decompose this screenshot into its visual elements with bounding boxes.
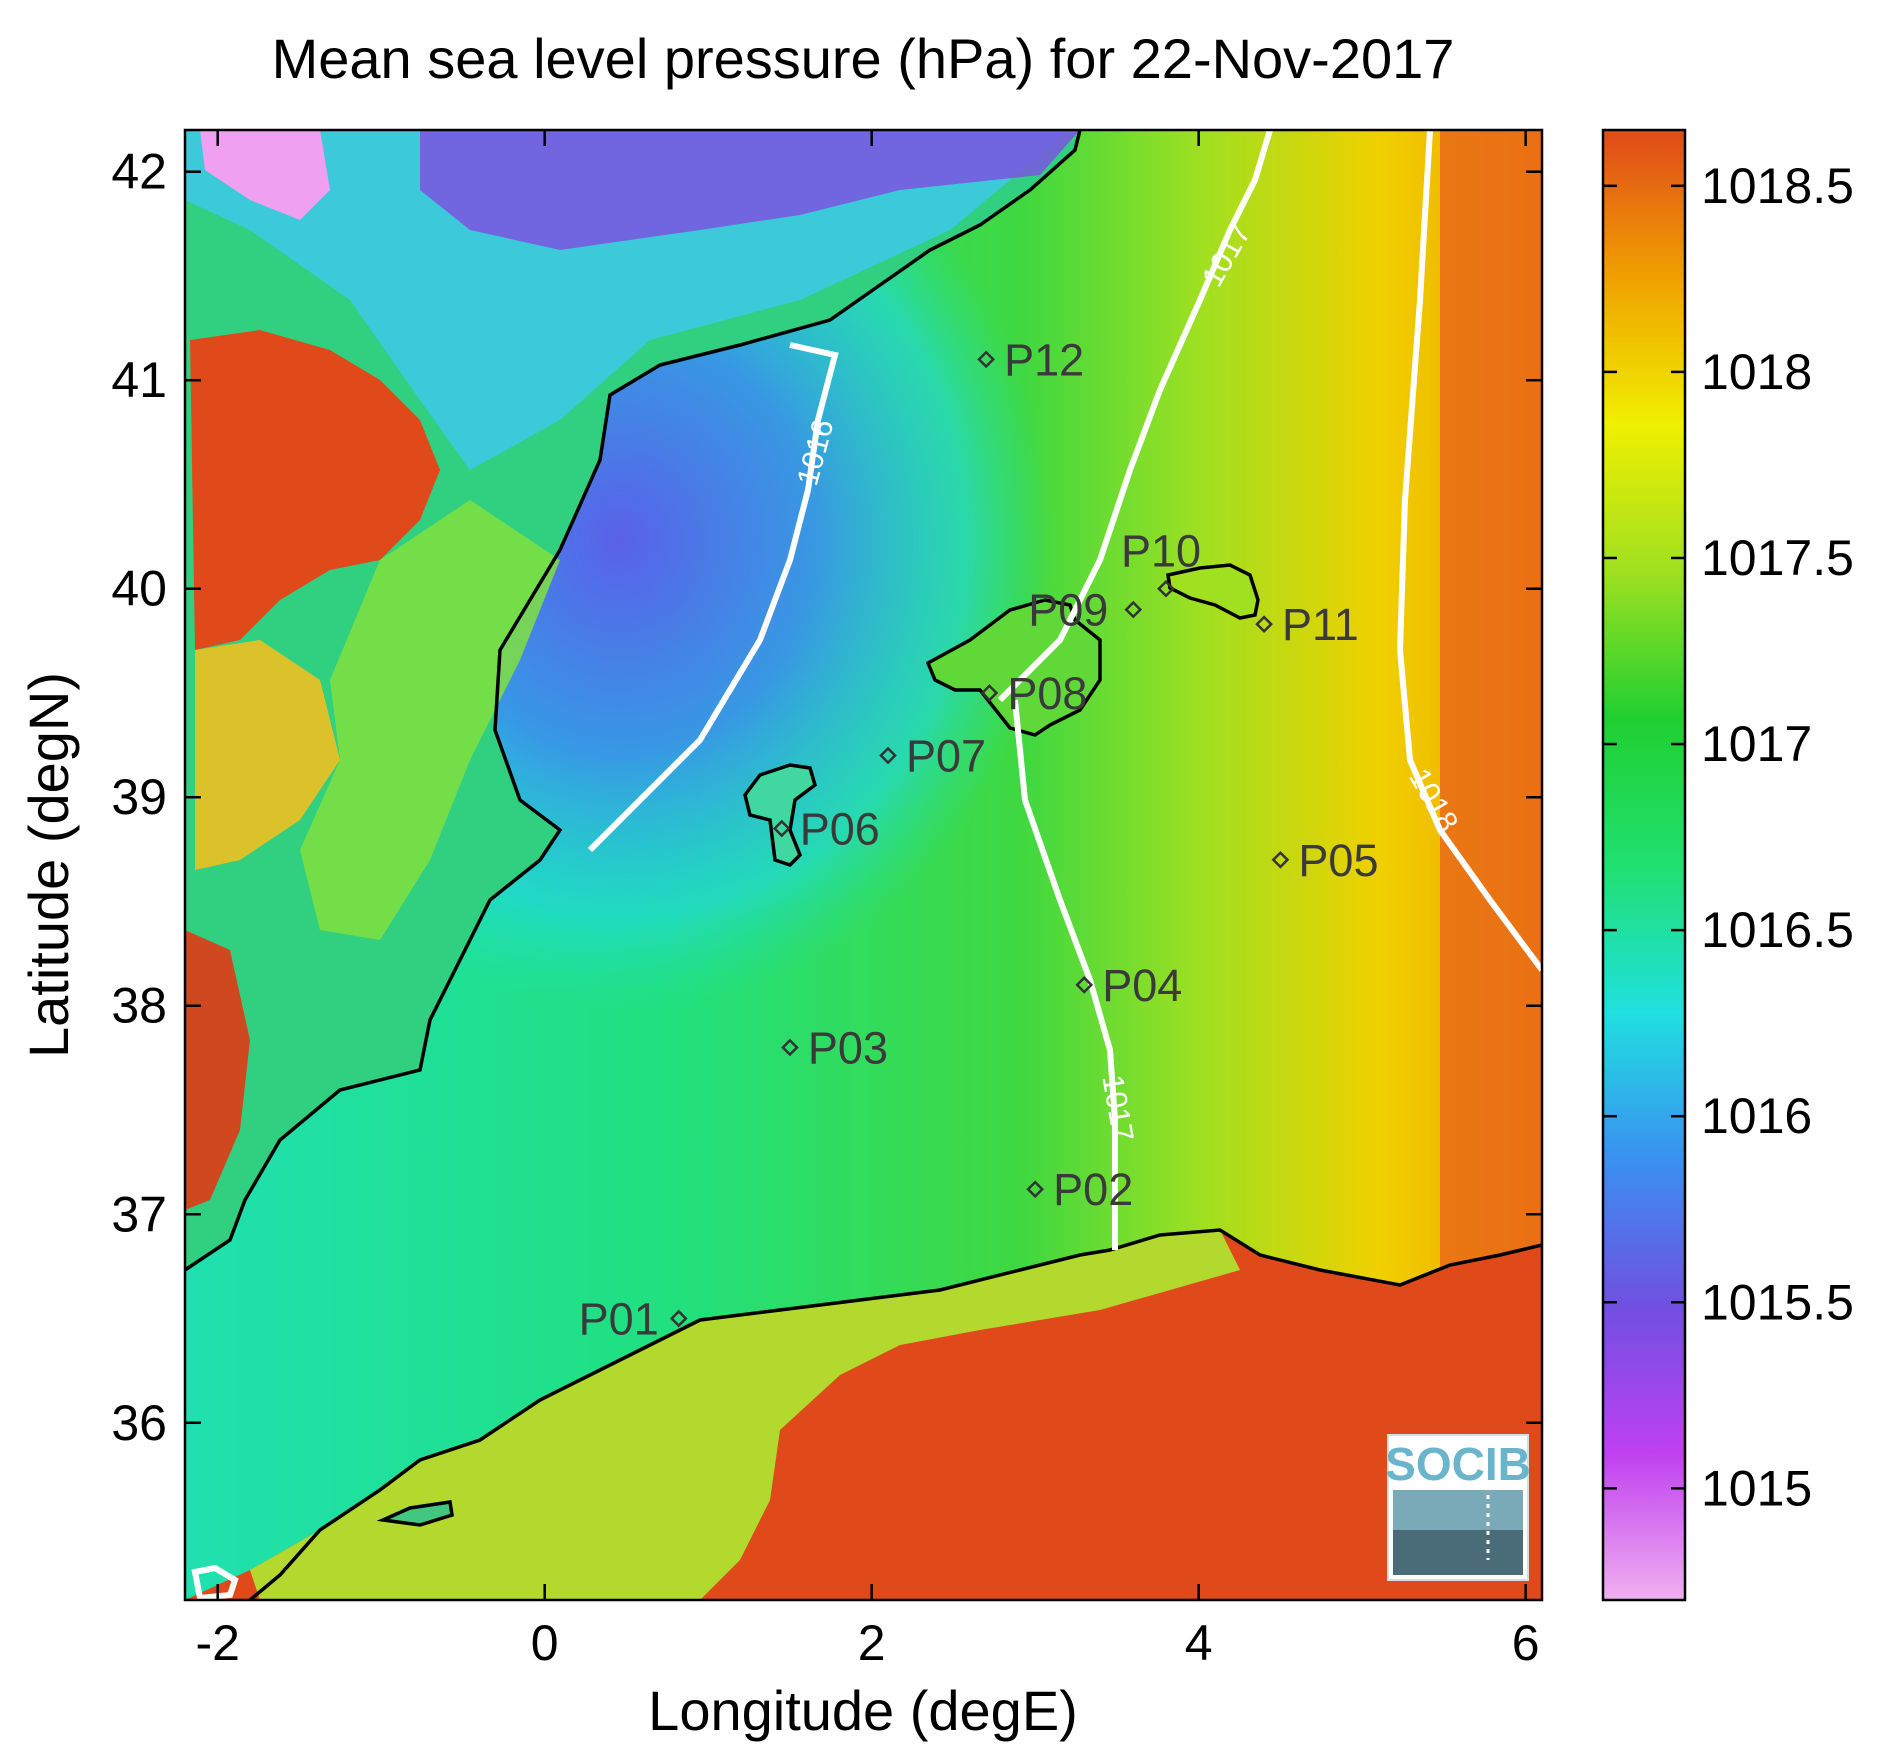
station-diamond-icon: [772, 819, 791, 838]
colorbar-tick-label: 1016.5: [1701, 902, 1854, 958]
y-tick-label: 41: [111, 352, 167, 408]
land-north-africa-coast: [250, 1230, 1240, 1600]
x-axis-label: Longitude (degE): [648, 1679, 1078, 1742]
station-p05[interactable]: P05: [1271, 835, 1378, 886]
land-iberia-north: [185, 130, 1070, 470]
station-diamond-icon: [1026, 1180, 1045, 1199]
island-ibiza: [745, 765, 815, 865]
y-tick-label: 37: [111, 1186, 167, 1242]
station-label: P08: [1007, 668, 1087, 719]
x-tick-label: 6: [1512, 1615, 1540, 1671]
colorbar-tick-label: 1017.5: [1701, 530, 1854, 586]
colorbar-tick-label: 1016: [1701, 1088, 1812, 1144]
island-mallorca: [928, 600, 1100, 735]
station-label: P07: [906, 731, 986, 782]
land-iberia-pyrenees: [420, 130, 1080, 250]
x-tick-label: 2: [858, 1615, 886, 1671]
station-diamond-icon: [980, 684, 999, 702]
station-p06[interactable]: P06: [772, 804, 880, 855]
island-menorca: [1168, 565, 1258, 618]
x-tick-label: 4: [1185, 1615, 1213, 1671]
station-diamond-icon: [1157, 579, 1175, 598]
station-diamond-icon: [781, 1038, 799, 1057]
high-pressure-east: [1440, 130, 1542, 1280]
station-label: P03: [808, 1022, 888, 1073]
land-iberia-south: [185, 930, 250, 1210]
station-p02[interactable]: P02: [1026, 1164, 1133, 1215]
station-label: P09: [1028, 585, 1108, 636]
station-diamond-icon: [977, 350, 995, 369]
contour-1017-north: [997, 130, 1273, 703]
land-iberia-highlands: [190, 330, 440, 650]
y-tick-label: 42: [111, 144, 167, 200]
colorbar-ticks: 1015 1015.5 1016 1016.5 1017 1017.5 1018 1018.5: [1603, 158, 1854, 1516]
coastlines: [185, 130, 1542, 1600]
station-p09[interactable]: P09: [1028, 585, 1143, 636]
station-p12[interactable]: P12: [977, 334, 1084, 385]
x-axis-ticks: -2 0 2 4 6: [195, 130, 1540, 1671]
station-p03[interactable]: P03: [781, 1022, 888, 1073]
station-label: P06: [800, 804, 880, 855]
colorbar-tick-label: 1015.5: [1701, 1274, 1854, 1330]
y-tick-label: 38: [111, 978, 167, 1034]
station-p11[interactable]: P11: [1255, 599, 1359, 650]
colorbar-tick-label: 1018.5: [1701, 158, 1854, 214]
plot-frame: [183, 128, 1544, 1602]
colorbar-tick-label: 1018: [1701, 344, 1812, 400]
station-diamond-icon: [1075, 976, 1094, 994]
station-label: P05: [1298, 835, 1378, 886]
chart-title: Mean sea level pressure (hPa) for 22-Nov…: [272, 27, 1455, 90]
x-tick-label: 0: [531, 1615, 559, 1671]
station-markers: P01 P02 P03 P04 P05 P06 P07 P08 P09 P10 P11 P12: [579, 334, 1379, 1344]
station-diamond-icon: [1124, 600, 1143, 619]
station-label: P04: [1102, 960, 1182, 1011]
contour-1016: [587, 342, 839, 853]
y-tick-label: 40: [111, 561, 167, 617]
station-label: P12: [1004, 334, 1084, 385]
station-label: P11: [1282, 599, 1359, 650]
colorbar-tick-label: 1017: [1701, 716, 1812, 772]
contour-small: [191, 1564, 239, 1600]
station-diamond-icon: [1255, 615, 1273, 634]
logo-text: SOCIB: [1385, 1438, 1531, 1490]
station-p01[interactable]: P01: [579, 1294, 688, 1345]
y-tick-label: 36: [111, 1395, 167, 1451]
land-iberia-plateau: [195, 640, 340, 870]
colorbar: 1015 1015.5 1016 1016.5 1017 1017.5 1018 1018.5: [1601, 128, 1854, 1602]
station-diamond-icon: [669, 1309, 688, 1328]
socib-logo: SOCIB: [1385, 1434, 1531, 1581]
contour-1017-south: [1012, 699, 1118, 1250]
station-p04[interactable]: P04: [1075, 960, 1182, 1011]
y-tick-label: 39: [111, 769, 167, 825]
station-diamond-icon: [1271, 850, 1290, 869]
land-iberia-peaks: [200, 130, 330, 220]
station-label: P01: [579, 1294, 659, 1345]
map-plot-area: 1016 1017 1017 1018 P01P02P03P04P05P06P0…: [185, 130, 1542, 1600]
colorbar-tick-label: 1015: [1701, 1460, 1812, 1516]
station-p08[interactable]: P08: [980, 668, 1087, 719]
y-axis-ticks: 36 37 38 39 40 41 42: [111, 144, 1542, 1451]
pressure-contours: [191, 130, 1542, 1600]
station-p07[interactable]: P07: [879, 731, 986, 782]
station-diamond-icon: [879, 746, 897, 765]
contour-1018: [1396, 130, 1542, 972]
station-label: P02: [1053, 1164, 1133, 1215]
station-p10[interactable]: P10: [1121, 526, 1201, 598]
station-label: P10: [1121, 526, 1201, 577]
x-tick-label: -2: [195, 1615, 239, 1671]
land-iberia-coast-strip: [300, 500, 560, 940]
y-axis-label: Latitude (degN): [17, 672, 80, 1058]
colorbar-bar: [1601, 128, 1687, 1602]
